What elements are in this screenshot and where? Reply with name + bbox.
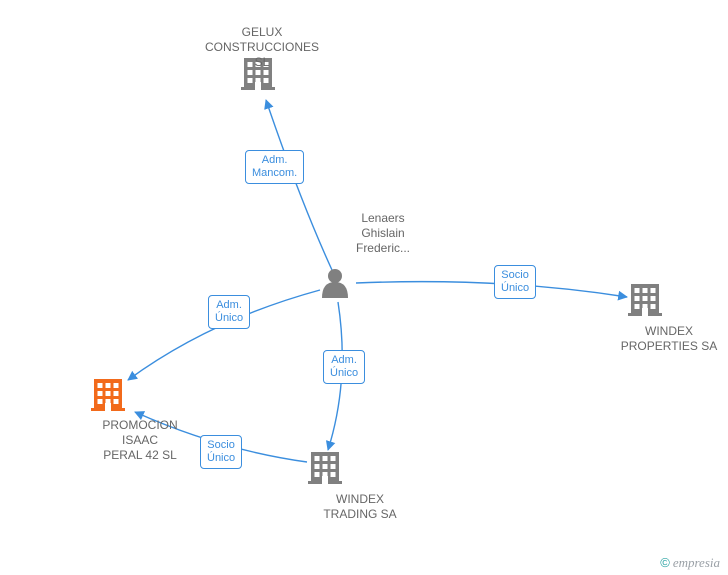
person-icon <box>322 269 348 298</box>
building-icon <box>308 452 342 484</box>
edge-label: Adm.Mancom. <box>245 150 304 184</box>
diagram-canvas: Adm.Mancom. SocioÚnico Adm.Único Adm.Único S… <box>0 0 728 575</box>
node-label: WINDEXTRADING SA <box>295 492 425 522</box>
edge-label: Adm.Único <box>323 350 365 384</box>
edge-label: Adm.Único <box>208 295 250 329</box>
node-label: PROMOCIONISAACPERAL 42 SL <box>75 418 205 463</box>
edge-label: SocioÚnico <box>494 265 536 299</box>
watermark: ©empresia <box>660 555 720 571</box>
building-icon <box>628 284 662 316</box>
copyright-symbol: © <box>660 555 670 570</box>
node-label: WINDEXPROPERTIES SA <box>604 324 728 354</box>
edge-label: SocioÚnico <box>200 435 242 469</box>
edge <box>356 282 627 297</box>
node-label: LenaersGhislainFrederic... <box>318 211 448 256</box>
watermark-text: empresia <box>673 555 720 570</box>
building-icon <box>91 379 125 411</box>
node-label: GELUXCONSTRUCCIONES SL <box>197 25 327 70</box>
edges-layer <box>0 0 728 575</box>
